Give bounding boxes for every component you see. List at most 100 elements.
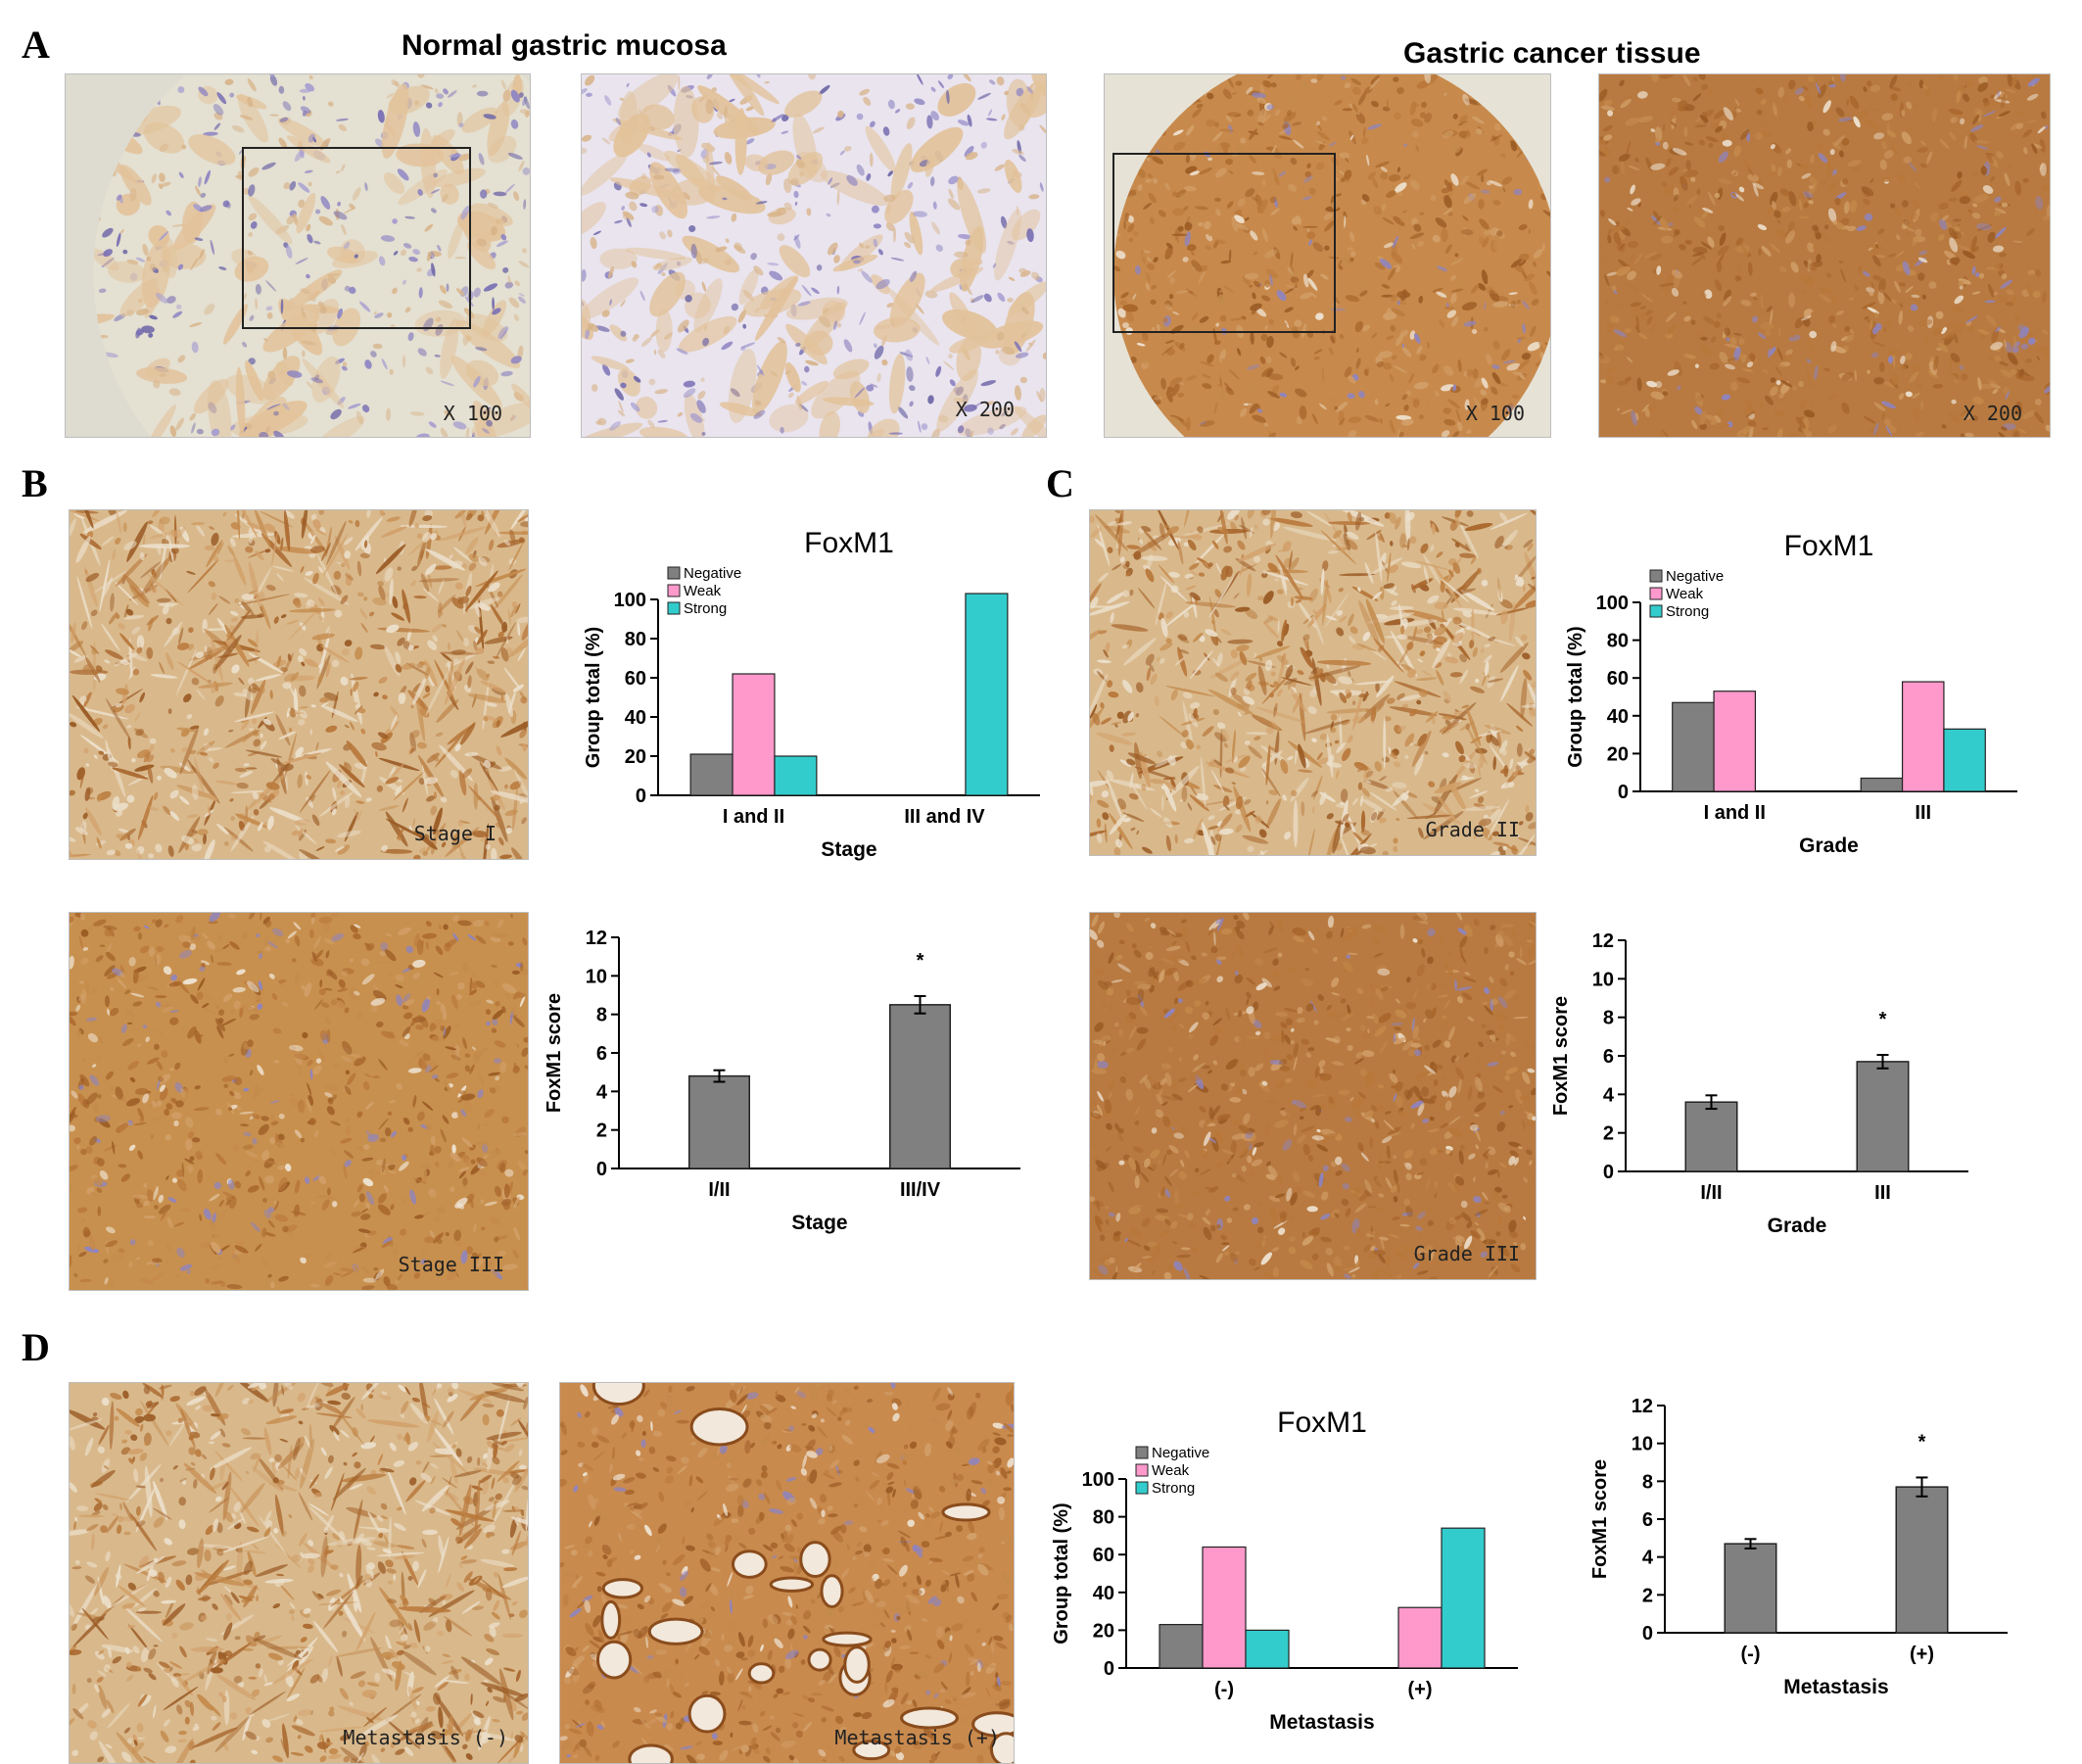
- x-tick-label: I and II: [1704, 802, 1766, 824]
- bar-weak: [1398, 1607, 1442, 1668]
- tissue-texture: [582, 74, 1046, 437]
- y-tick-label: 0: [636, 786, 646, 807]
- y-tick-label: 10: [1592, 969, 1614, 990]
- micrograph-grade-ii: Grade II: [1089, 509, 1537, 856]
- y-axis-label: FoxM1 score: [544, 993, 565, 1113]
- bar-weak: [733, 674, 775, 795]
- y-tick-label: 0: [1642, 1623, 1653, 1645]
- title-normal-mucosa: Normal gastric mucosa: [402, 29, 727, 63]
- x-tick-label: I/II: [708, 1179, 730, 1201]
- y-tick-label: 60: [1093, 1545, 1114, 1566]
- score-bar: [890, 1005, 951, 1168]
- zoom-region-box: [1112, 153, 1336, 333]
- y-tick-label: 80: [1607, 631, 1629, 652]
- y-tick-label: 8: [596, 1005, 607, 1026]
- x-axis-label: Metastasis: [1783, 1676, 1888, 1698]
- score-bar: [1725, 1544, 1776, 1633]
- x-tick-label: (+): [1910, 1644, 1934, 1665]
- legend-swatch-weak: [1136, 1464, 1148, 1476]
- micrograph-metastasis-negative: Metastasis (-): [69, 1382, 529, 1764]
- tissue-texture: [70, 1383, 528, 1763]
- bar-strong: [966, 594, 1008, 795]
- chart-title: FoxM1: [804, 527, 894, 559]
- y-tick-label: 40: [625, 707, 646, 729]
- x-tick-label: III and IV: [904, 806, 985, 828]
- x-axis-label: Grade: [1799, 834, 1859, 857]
- metastasis-label: Metastasis (+): [834, 1726, 1000, 1749]
- legend-label-negative: Negative: [684, 565, 741, 582]
- micrograph-normal-x200: X 200: [581, 73, 1047, 438]
- bar-negative: [1159, 1625, 1203, 1668]
- x-tick-label: I and II: [723, 806, 784, 828]
- tissue-texture: [1090, 510, 1536, 855]
- y-tick-label: 6: [1642, 1509, 1653, 1531]
- tissue-texture: [70, 510, 528, 859]
- x-tick-label: III/IV: [900, 1179, 941, 1201]
- y-tick-label: 0: [1603, 1162, 1614, 1183]
- bar-negative: [690, 754, 733, 795]
- legend-swatch-weak: [668, 585, 680, 596]
- y-tick-label: 20: [1093, 1620, 1114, 1642]
- y-tick-label: 4: [1603, 1084, 1615, 1106]
- y-tick-label: 80: [625, 629, 646, 650]
- significance-marker: *: [1918, 1431, 1926, 1453]
- x-axis-label: Grade: [1768, 1215, 1827, 1237]
- bar-weak: [1203, 1547, 1246, 1668]
- y-tick-label: 100: [1596, 593, 1629, 614]
- legend-label-negative: Negative: [1666, 568, 1724, 585]
- y-axis-label: Group total (%): [583, 627, 604, 768]
- y-axis-label: FoxM1 score: [1589, 1459, 1611, 1579]
- significance-marker: *: [917, 950, 924, 972]
- magnification-label: X 200: [956, 398, 1015, 421]
- tissue-texture: [560, 1383, 1014, 1763]
- y-tick-label: 0: [596, 1159, 607, 1180]
- bar-strong: [1442, 1528, 1485, 1668]
- x-axis-label: Stage: [821, 838, 876, 861]
- bar-strong: [1944, 729, 1985, 791]
- y-tick-label: 12: [1592, 930, 1614, 952]
- micrograph-metastasis-positive: Metastasis (+): [559, 1382, 1015, 1764]
- legend-label-strong: Strong: [684, 600, 727, 617]
- bar-strong: [775, 756, 817, 795]
- bar-negative: [1861, 778, 1902, 791]
- x-tick-label: (+): [1408, 1679, 1433, 1700]
- y-axis-label: Group total (%): [1565, 626, 1586, 767]
- y-tick-label: 20: [1607, 743, 1629, 765]
- micrograph-normal-x100: X 100: [65, 73, 531, 438]
- micrograph-stage-iii: Stage III: [69, 912, 529, 1291]
- micrograph-stage-i: Stage I: [69, 509, 529, 860]
- panel-letter-d: D: [22, 1324, 50, 1370]
- title-cancer-tissue: Gastric cancer tissue: [1403, 37, 1701, 71]
- legend-swatch-weak: [1650, 588, 1662, 599]
- y-tick-label: 12: [1632, 1396, 1653, 1417]
- stage-label: Stage III: [399, 1253, 504, 1276]
- x-axis-label: Stage: [791, 1212, 847, 1234]
- y-tick-label: 2: [1603, 1123, 1614, 1145]
- grade-label: Grade II: [1426, 818, 1520, 841]
- y-tick-label: 6: [1603, 1046, 1614, 1068]
- legend-label-weak: Weak: [1152, 1462, 1190, 1479]
- micrograph-cancer-x100: X 100: [1104, 73, 1551, 438]
- y-tick-label: 10: [586, 966, 607, 987]
- y-tick-label: 8: [1603, 1008, 1614, 1029]
- x-axis-label: Metastasis: [1269, 1711, 1374, 1734]
- bar-negative: [1673, 702, 1714, 791]
- x-tick-label: (-): [1741, 1644, 1761, 1665]
- y-tick-label: 4: [596, 1081, 608, 1103]
- tissue-texture: [1090, 913, 1536, 1279]
- magnification-label: X 100: [1466, 402, 1525, 425]
- x-tick-label: (-): [1214, 1679, 1234, 1700]
- score-bar: [1896, 1487, 1948, 1633]
- y-tick-label: 60: [625, 668, 646, 690]
- chart-title: FoxM1: [1784, 530, 1874, 562]
- micrograph-cancer-x200: X 200: [1598, 73, 2051, 438]
